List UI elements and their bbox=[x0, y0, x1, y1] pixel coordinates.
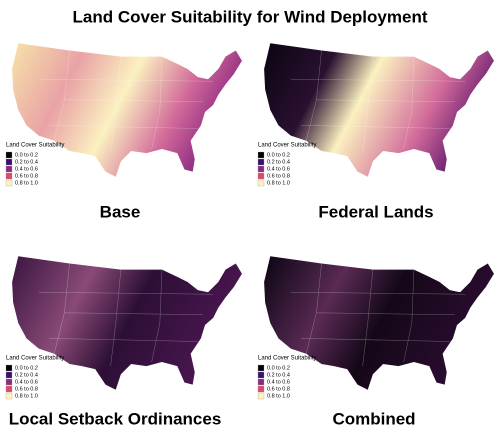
legend-swatch bbox=[5, 378, 13, 386]
panel: Land Cover Suitability 0.0 to 0.20.2 to 0… bbox=[5, 43, 243, 221]
legend-label: 0.8 to 1.0 bbox=[15, 181, 38, 187]
legend-swatch bbox=[5, 179, 13, 187]
panel: Land Cover Suitability 0.0 to 0.20.2 to 0… bbox=[257, 256, 495, 428]
legend-swatch bbox=[5, 165, 13, 173]
legend: Land Cover Suitability 0.0 to 0.20.2 to 0… bbox=[257, 143, 316, 187]
legend-swatch bbox=[257, 158, 265, 166]
panel: Land Cover Suitability 0.0 to 0.20.2 to 0… bbox=[257, 43, 495, 221]
legend-label: 0.8 to 1.0 bbox=[15, 394, 38, 400]
legend-label: 0.4 to 0.6 bbox=[15, 380, 38, 386]
legend-label: 0.4 to 0.6 bbox=[267, 380, 290, 386]
legend-swatch bbox=[5, 364, 13, 372]
legend-label: 0.6 to 0.8 bbox=[15, 174, 38, 180]
legend-swatch bbox=[257, 364, 265, 372]
legend-swatch bbox=[5, 392, 13, 400]
legend: Land Cover Suitability 0.0 to 0.20.2 to 0… bbox=[5, 356, 64, 400]
legend-swatch bbox=[257, 378, 265, 386]
legend-swatch bbox=[257, 151, 265, 159]
figure-title: Land Cover Suitability for Wind Deployme… bbox=[73, 7, 428, 26]
legend-label: 0.6 to 0.8 bbox=[267, 174, 290, 180]
legend-label: 0.2 to 0.4 bbox=[15, 160, 38, 166]
map bbox=[263, 256, 495, 390]
legend-swatch bbox=[5, 172, 13, 180]
panel: Land Cover Suitability 0.0 to 0.20.2 to 0… bbox=[5, 256, 243, 428]
legend-label: 0.6 to 0.8 bbox=[15, 387, 38, 393]
legend-label: 0.2 to 0.4 bbox=[267, 160, 290, 166]
legend: Land Cover Suitability 0.0 to 0.20.2 to 0… bbox=[257, 356, 316, 400]
legend-swatch bbox=[5, 158, 13, 166]
map bbox=[11, 256, 243, 390]
legend-label: 0.0 to 0.2 bbox=[15, 366, 38, 372]
map bbox=[11, 43, 243, 177]
legend-title: Land Cover Suitability bbox=[6, 356, 64, 362]
legend-swatch bbox=[257, 179, 265, 187]
legend: Land Cover Suitability 0.0 to 0.20.2 to 0… bbox=[5, 143, 64, 187]
legend-label: 0.2 to 0.4 bbox=[267, 373, 290, 379]
legend-swatch bbox=[5, 151, 13, 159]
map bbox=[263, 43, 495, 177]
legend-label: 0.8 to 1.0 bbox=[267, 181, 290, 187]
legend-swatch bbox=[5, 371, 13, 379]
panel-caption: Federal Lands bbox=[318, 202, 433, 221]
panel-caption: Combined bbox=[332, 409, 415, 428]
legend-label: 0.0 to 0.2 bbox=[15, 153, 38, 159]
legend-swatch bbox=[257, 392, 265, 400]
legend-swatch bbox=[257, 371, 265, 379]
legend-swatch bbox=[257, 172, 265, 180]
legend-label: 0.0 to 0.2 bbox=[267, 153, 290, 159]
legend-label: 0.2 to 0.4 bbox=[15, 373, 38, 379]
legend-label: 0.0 to 0.2 bbox=[267, 366, 290, 372]
legend-title: Land Cover Suitability bbox=[6, 143, 64, 149]
panel-caption: Local Setback Ordinances bbox=[9, 409, 222, 428]
legend-swatch bbox=[257, 385, 265, 393]
legend-label: 0.4 to 0.6 bbox=[267, 167, 290, 173]
legend-swatch bbox=[257, 165, 265, 173]
legend-label: 0.8 to 1.0 bbox=[267, 394, 290, 400]
legend-swatch bbox=[5, 385, 13, 393]
legend-label: 0.6 to 0.8 bbox=[267, 387, 290, 393]
legend-title: Land Cover Suitability bbox=[258, 143, 316, 149]
panel-caption: Base bbox=[100, 202, 141, 221]
legend-title: Land Cover Suitability bbox=[258, 356, 316, 362]
legend-label: 0.4 to 0.6 bbox=[15, 167, 38, 173]
